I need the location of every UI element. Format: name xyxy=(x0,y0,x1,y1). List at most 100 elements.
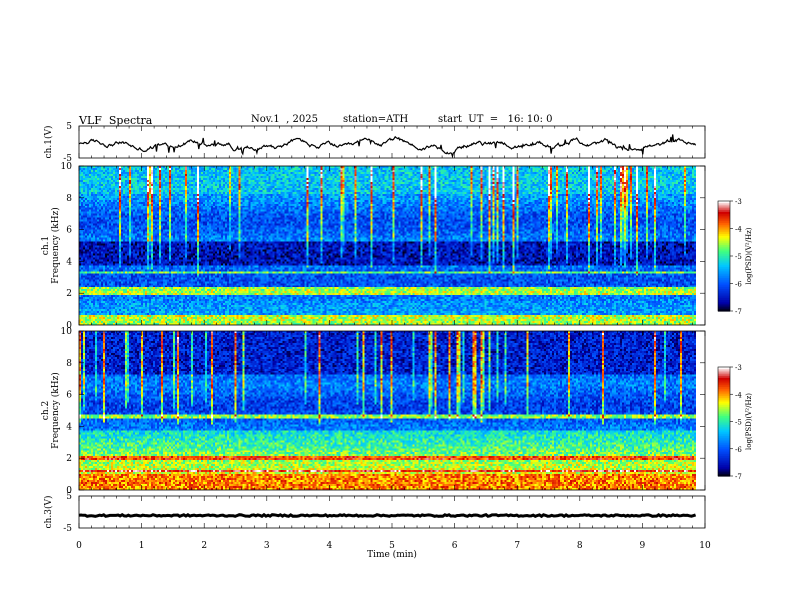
ch2-colorbar-cell xyxy=(718,408,730,412)
ch1-colorbar-cell xyxy=(718,230,730,233)
x-tick-label: 1 xyxy=(139,541,145,551)
ch2-spec-channel-label: ch.2 xyxy=(41,401,51,420)
ch1-colorbar-cell xyxy=(718,261,730,264)
ch1-colorbar-cell xyxy=(718,202,730,206)
ch1-colorbar-cell xyxy=(718,294,730,297)
ch2-colorbar-cell xyxy=(718,466,730,470)
ch1-colorbar-cell xyxy=(718,274,730,277)
ch1-colorbar-cell xyxy=(718,228,730,231)
ch3-trace xyxy=(78,512,697,519)
ch1-spec-y-tick-label: 6 xyxy=(66,226,72,236)
x-tick-label: 8 xyxy=(577,541,583,551)
ch1-colorbar-cell xyxy=(718,268,730,272)
ch3-y-tick-label: -5 xyxy=(63,524,72,534)
ch2-colorbar-cell xyxy=(718,379,730,383)
ch2-colorbar-cell xyxy=(718,445,730,448)
ch2-colorbar-cell xyxy=(718,425,730,428)
ch2-colorbar-cell xyxy=(718,385,730,388)
ch2-colorbar-cell xyxy=(718,423,730,426)
ch1-colorbar-tick-label: -6 xyxy=(735,281,742,289)
figure-title: VLF Spectra xyxy=(79,114,153,127)
ch1-colorbar-cell xyxy=(718,296,730,299)
ch2-colorbar-cell xyxy=(718,390,730,394)
ch2-colorbar-cell xyxy=(718,386,730,390)
ch1-colorbar-cell xyxy=(718,254,730,257)
ch2-colorbar-cell xyxy=(718,374,730,377)
ch2-colorbar-cell xyxy=(718,437,730,441)
ch1-spec-y-tick-label: 8 xyxy=(66,194,72,204)
ch2-colorbar-cell xyxy=(718,428,730,432)
ch2-colorbar-cell xyxy=(718,456,730,459)
ch2-colorbar-tick-label: -7 xyxy=(735,473,742,481)
x-tick-label: 3 xyxy=(264,541,270,551)
ch1-y-tick-label: 5 xyxy=(66,122,72,132)
x-tick-label: 4 xyxy=(327,541,333,551)
ch1-colorbar-cell xyxy=(718,309,730,312)
ch2-colorbar-cell xyxy=(718,414,730,417)
x-tick-label: 5 xyxy=(389,541,395,551)
ch1-colorbar-tick-label: -4 xyxy=(735,226,742,234)
ch1-colorbar-cell xyxy=(718,204,730,208)
ch2-colorbar-cell xyxy=(718,432,730,435)
ch2-colorbar-cell xyxy=(718,448,730,452)
ch2-colorbar-cell xyxy=(718,459,730,463)
ch1-colorbar-cell xyxy=(718,303,730,307)
station-label: station=ATH xyxy=(343,114,409,125)
ch2-colorbar-cell xyxy=(718,443,730,446)
ch2-colorbar-cell xyxy=(718,392,730,395)
ch1-colorbar-cell xyxy=(718,248,730,252)
ch2-spec-y-tick-label: 4 xyxy=(66,422,72,432)
ch2-colorbar-cell xyxy=(718,368,730,372)
ch1-colorbar-cell xyxy=(718,212,730,215)
ch1-spectrogram-image xyxy=(79,166,696,325)
ch1-colorbar-cell xyxy=(718,252,730,255)
ch1-y-axis-label: ch.1(V) xyxy=(43,126,54,159)
date-label: Nov.1 , 2025 xyxy=(251,114,318,125)
ch1-colorbar-cell xyxy=(718,259,730,263)
ch1-colorbar-cell xyxy=(718,287,730,290)
ch2-colorbar-cell xyxy=(718,457,730,461)
ch2-spec-y-tick-label: 8 xyxy=(66,359,72,369)
ch2-spec-y-tick-label: 0 xyxy=(66,486,72,496)
ch2-colorbar-cell xyxy=(718,372,730,375)
ch1-colorbar-cell xyxy=(718,285,730,288)
start-time-label: start UT = 16: 10: 0 xyxy=(438,114,553,125)
ch1-colorbar-cell xyxy=(718,301,730,305)
ch2-colorbar-cell xyxy=(718,376,730,379)
ch2-colorbar-cell xyxy=(718,419,730,423)
ch1-colorbar-cell xyxy=(718,276,730,279)
ch2-colorbar-cell xyxy=(718,439,730,443)
ch1-spec-y-tick-label: 4 xyxy=(66,257,72,267)
ch1-spec-y-tick-label: 0 xyxy=(66,321,72,331)
ch2-colorbar-tick-label: -6 xyxy=(735,446,742,454)
ch2-spec-y-tick-label: 6 xyxy=(66,391,72,401)
ch2-colorbar-cell xyxy=(718,463,730,466)
ch1-colorbar-cell xyxy=(718,201,730,204)
ch1-colorbar-cell xyxy=(718,307,730,310)
ch1-colorbar-label: log(PSD)(V²/Hz) xyxy=(745,227,753,284)
ch2-colorbar-cell xyxy=(718,426,730,430)
ch2-colorbar-cell xyxy=(718,412,730,415)
ch2-colorbar-tick-label: -3 xyxy=(735,364,742,372)
ch1-colorbar-cell xyxy=(718,237,730,241)
ch1-colorbar-cell xyxy=(718,235,730,239)
ch1-colorbar-cell xyxy=(718,234,730,237)
ch1-spec-y-tick-label: 2 xyxy=(66,289,72,299)
x-axis-label: Time (min) xyxy=(367,549,417,560)
ch1-colorbar-cell xyxy=(718,245,730,248)
ch2-colorbar-cell xyxy=(718,396,730,399)
ch1-spec-channel-label: ch.1 xyxy=(41,236,51,255)
ch1-colorbar-cell xyxy=(718,263,730,266)
ch1-colorbar-cell xyxy=(718,257,730,261)
ch2-colorbar-cell xyxy=(718,383,730,386)
ch2-colorbar-cell xyxy=(718,446,730,450)
ch1-colorbar-cell xyxy=(718,289,730,292)
x-tick-label: 7 xyxy=(514,541,520,551)
ch2-colorbar-cell xyxy=(718,397,730,401)
ch1-colorbar-tick-label: -7 xyxy=(735,308,742,316)
ch1-colorbar-cell xyxy=(718,279,730,283)
ch1-colorbar-cell xyxy=(718,250,730,253)
ch1-colorbar-cell xyxy=(718,265,730,268)
ch1-colorbar-cell xyxy=(718,292,730,296)
ch1-colorbar-cell xyxy=(718,256,730,259)
